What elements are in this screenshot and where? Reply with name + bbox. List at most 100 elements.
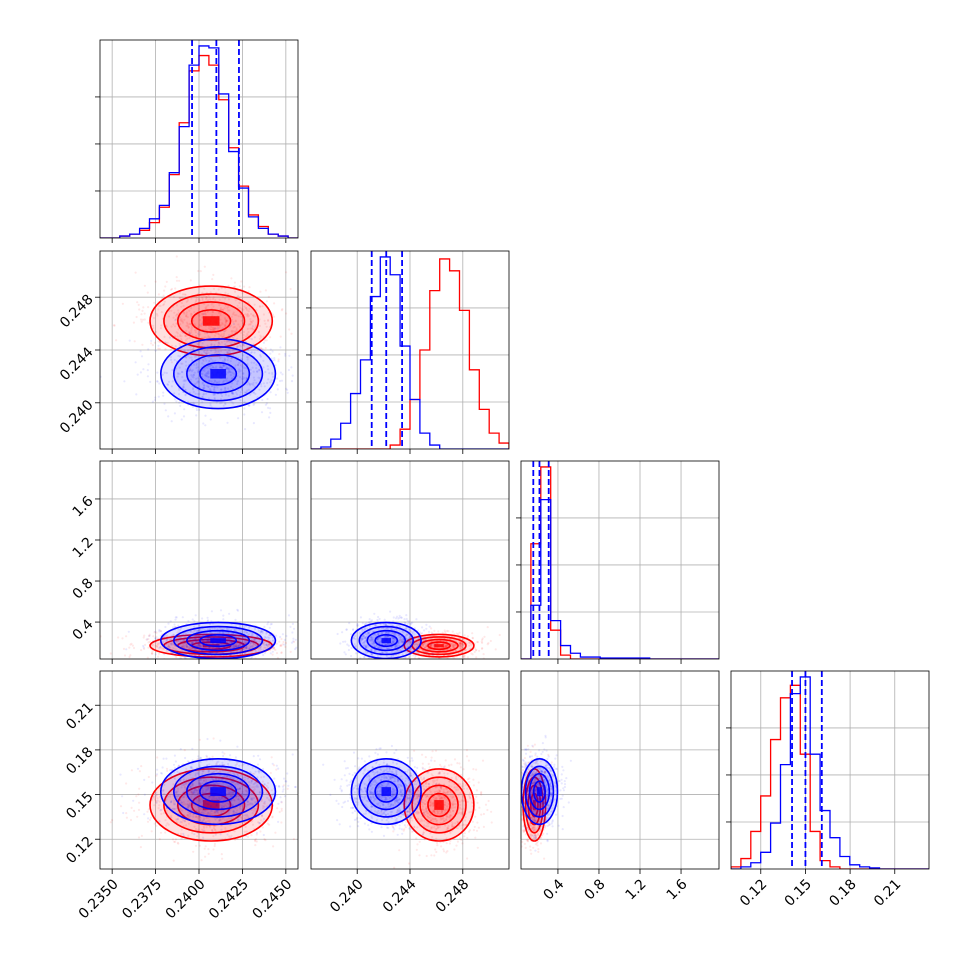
scatter-point xyxy=(263,838,266,841)
scatter-point xyxy=(401,653,404,656)
scatter-point xyxy=(226,306,229,309)
scatter-point xyxy=(237,389,240,392)
scatter-point xyxy=(184,394,187,397)
scatter-point xyxy=(459,645,462,648)
scatter-point xyxy=(225,640,228,644)
scatter-point xyxy=(415,645,418,649)
scatter-point xyxy=(244,646,247,650)
scatter-point xyxy=(265,643,268,646)
scatter-point xyxy=(213,326,216,329)
scatter-point xyxy=(205,350,209,353)
scatter-point xyxy=(273,359,276,362)
scatter-point xyxy=(222,334,225,337)
scatter-point xyxy=(220,341,223,344)
scatter-point xyxy=(427,647,430,651)
scatter-point xyxy=(128,339,131,342)
scatter-point xyxy=(185,803,189,806)
scatter-point xyxy=(199,645,202,649)
scatter-point xyxy=(138,308,141,311)
scatter-point xyxy=(409,623,412,626)
scatter-point xyxy=(191,618,194,621)
scatter-point xyxy=(164,634,167,637)
scatter-point xyxy=(400,639,403,642)
scatter-point xyxy=(274,648,277,652)
scatter-point xyxy=(201,634,205,637)
scatter-point xyxy=(213,334,217,337)
scatter-point xyxy=(229,776,232,779)
scatter-point xyxy=(289,287,292,291)
scatter-point xyxy=(224,321,227,324)
scatter-point xyxy=(291,374,294,377)
scatter-point xyxy=(214,829,217,832)
scatter-point xyxy=(247,346,250,349)
scatter-point xyxy=(224,291,227,294)
scatter-point xyxy=(195,298,198,301)
scatter-point xyxy=(269,645,272,648)
scatter-point xyxy=(111,819,114,822)
scatter-point xyxy=(219,306,222,310)
scatter-point xyxy=(196,644,199,647)
scatter-point xyxy=(396,645,399,648)
scatter-point xyxy=(397,642,400,645)
scatter-point xyxy=(498,633,501,637)
scatter-point xyxy=(227,627,230,631)
scatter-point xyxy=(250,361,253,364)
scatter-point xyxy=(336,632,339,636)
scatter-point xyxy=(215,797,218,800)
scatter-point xyxy=(204,357,207,360)
scatter-point xyxy=(158,838,161,841)
scatter-point xyxy=(191,649,195,652)
scatter-point xyxy=(130,806,133,810)
scatter-point xyxy=(425,638,428,641)
scatter-point xyxy=(212,329,215,332)
scatter-point xyxy=(172,799,176,803)
scatter-point xyxy=(225,802,228,805)
scatter-point xyxy=(147,775,150,779)
scatter-point xyxy=(292,637,295,640)
scatter-point xyxy=(422,643,425,646)
scatter-point xyxy=(125,635,128,638)
scatter-point xyxy=(364,645,367,648)
scatter-point xyxy=(190,642,193,645)
scatter-point xyxy=(237,315,240,318)
scatter-point xyxy=(448,647,452,650)
scatter-point xyxy=(217,333,220,336)
scatter-point xyxy=(212,382,215,385)
scatter-point xyxy=(232,353,235,356)
scatter-point xyxy=(147,634,151,638)
scatter-point xyxy=(180,337,183,340)
scatter-point xyxy=(197,640,200,643)
scatter-point xyxy=(259,355,262,358)
scatter-point xyxy=(178,636,181,639)
scatter-point xyxy=(178,388,181,391)
scatter-point xyxy=(156,642,159,645)
scatter-point xyxy=(248,307,251,310)
scatter-point xyxy=(191,792,194,796)
scatter-point xyxy=(374,644,377,648)
scatter-point xyxy=(193,323,196,326)
scatter-point xyxy=(403,645,406,648)
scatter-point xyxy=(352,637,355,640)
scatter-point xyxy=(405,634,408,637)
scatter-point xyxy=(414,643,417,646)
scatter-point xyxy=(237,644,240,648)
scatter-point xyxy=(198,653,201,657)
scatter-point xyxy=(387,632,390,635)
scatter-point xyxy=(170,325,173,328)
scatter-point xyxy=(178,296,181,299)
scatter-point xyxy=(259,354,262,357)
scatter-point xyxy=(169,288,173,291)
scatter-point xyxy=(350,654,353,658)
scatter-point xyxy=(264,403,267,406)
scatter-point xyxy=(166,383,169,386)
scatter-point xyxy=(437,646,440,649)
scatter-point xyxy=(346,643,349,646)
scatter-point xyxy=(198,624,201,628)
scatter-point xyxy=(221,296,224,299)
scatter-point xyxy=(405,640,408,643)
scatter-point xyxy=(187,792,190,795)
scatter-point xyxy=(453,643,456,647)
scatter-point xyxy=(225,318,228,321)
scatter-point xyxy=(205,296,208,299)
scatter-point xyxy=(426,647,429,650)
